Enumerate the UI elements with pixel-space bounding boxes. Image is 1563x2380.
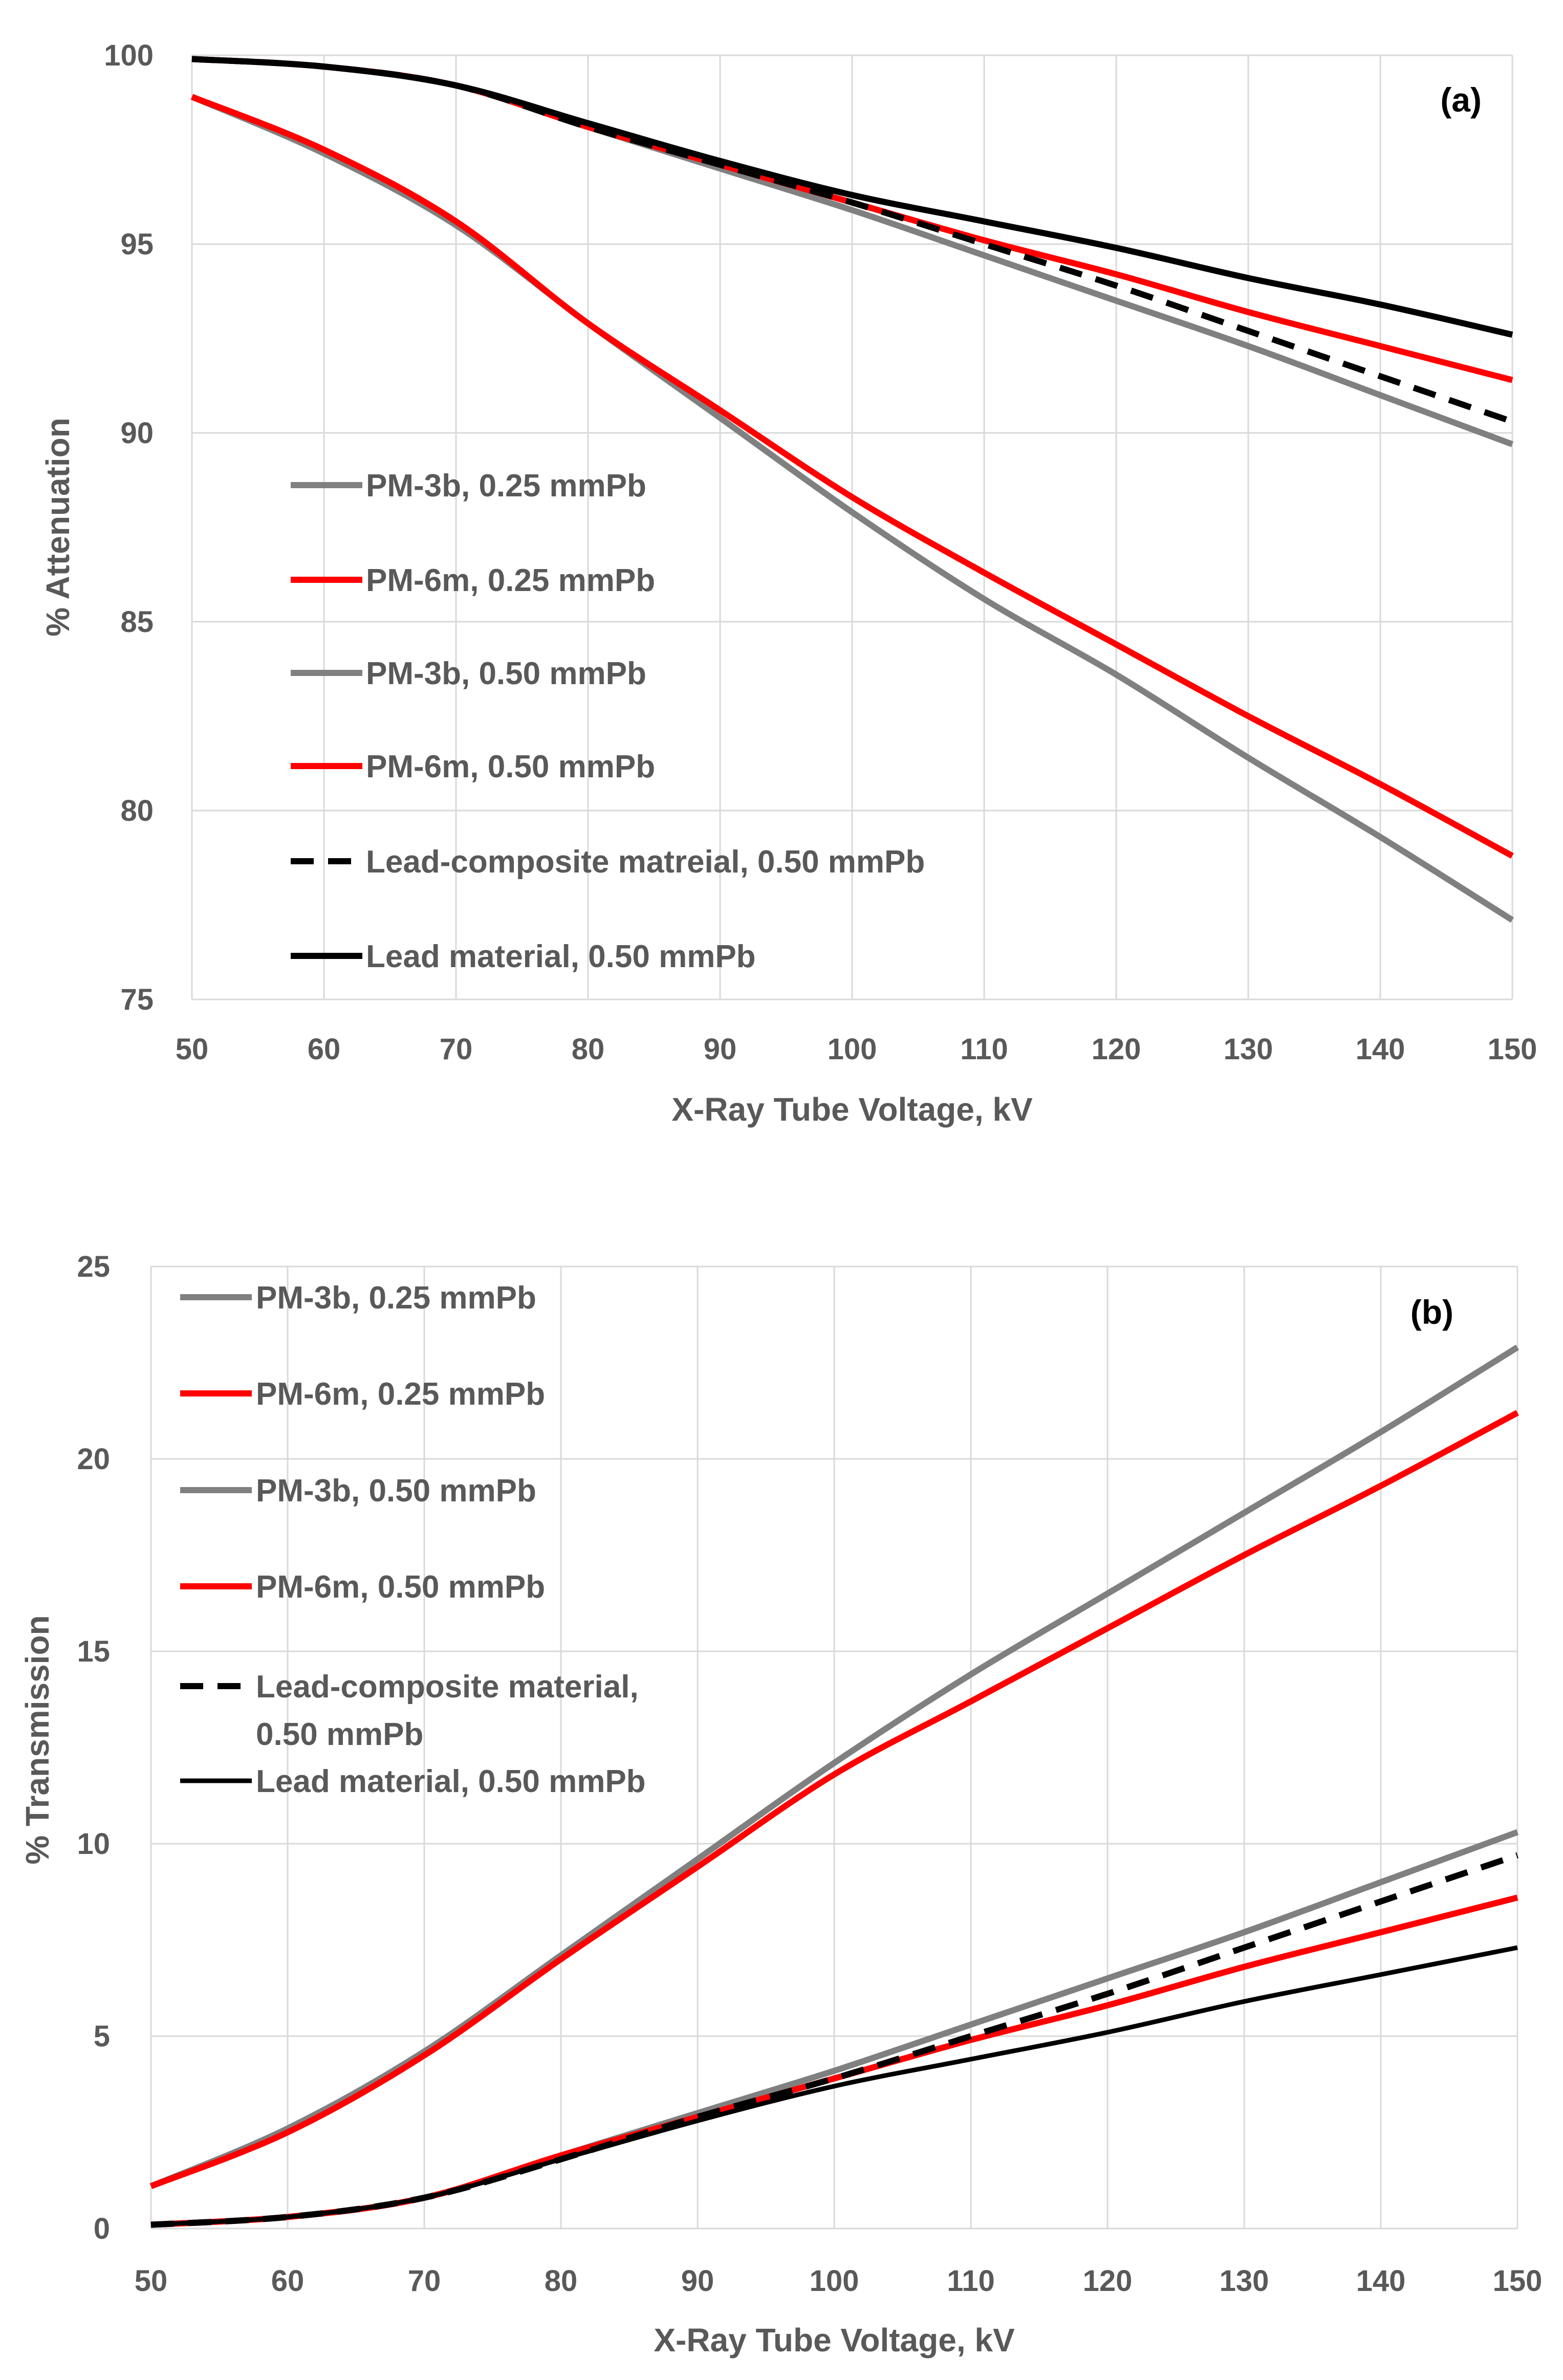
panel-b-legend-label: 0.50 mmPb (256, 1717, 423, 1752)
panel-a-series-lead-composite (191, 56, 1513, 425)
panel-a-xtick-label: 50 (176, 1033, 209, 1066)
panel-b-gridlines (150, 1265, 1518, 2230)
panel-b-y-ticks: 25 20 15 10 5 0 (77, 1250, 110, 2245)
panel-a-series-pm3b-025 (190, 94, 1514, 923)
panel-b-ytick-label: 15 (77, 1635, 110, 1668)
panel-b-series-pm3b-025 (149, 1344, 1519, 2189)
panel-a-xtick-label: 70 (440, 1033, 473, 1066)
panel-b-xtick-label: 70 (408, 2264, 441, 2298)
panel-a-legend-label: Lead material, 0.50 mmPb (366, 939, 756, 974)
panel-b-legend-label: PM-6m, 0.50 mmPb (256, 1569, 545, 1605)
panel-b-x-ticks: 50 60 70 80 90 100 110 120 130 140 150 (135, 2264, 1543, 2298)
panel-a-ytick-label: 80 (120, 794, 154, 827)
panel-a-legend-label: PM-3b, 0.50 mmPb (366, 656, 646, 691)
panel-a-x-ticks: 50 60 70 80 90 100 110 120 130 140 150 (176, 1033, 1537, 1066)
panel-a: 100 95 90 85 80 75 50 60 70 80 90 100 11… (39, 39, 1537, 1128)
panel-a-xtick-label: 150 (1488, 1033, 1537, 1066)
panel-b-xtick-label: 60 (271, 2264, 305, 2298)
panel-a-xtick-label: 140 (1356, 1033, 1405, 1066)
panel-a-legend-label: PM-6m, 0.25 mmPb (366, 563, 655, 598)
panel-a-ytick-label: 75 (120, 983, 154, 1016)
panel-b-ytick-label: 5 (94, 2020, 110, 2053)
panel-b-ytick-label: 0 (94, 2212, 110, 2245)
panel-b-xtick-label: 80 (545, 2264, 578, 2298)
panel-a-ytick-label: 85 (120, 605, 154, 639)
panel-b-xtick-label: 100 (810, 2264, 859, 2298)
panel-b-xtick-label: 50 (135, 2264, 168, 2298)
panel-a-ytick-label: 95 (120, 228, 154, 261)
panel-b-legend-label: PM-3b, 0.50 mmPb (256, 1473, 536, 1509)
panel-a-series-pm6m-025 (190, 94, 1514, 859)
panel-a-legend-label: PM-3b, 0.25 mmPb (366, 468, 646, 504)
panel-b-xtick-label: 90 (681, 2264, 714, 2298)
panel-b-legend-label: PM-6m, 0.25 mmPb (256, 1377, 545, 1412)
panel-a-ytick-label: 100 (104, 39, 154, 72)
panel-a-xtick-label: 90 (704, 1033, 737, 1066)
panel-b-series-pm6m-025 (149, 1410, 1519, 2189)
panel-b-legend-label: Lead-composite material, (256, 1669, 639, 1705)
panel-b-xtick-label: 120 (1083, 2264, 1133, 2298)
panel-a-xtick-label: 120 (1092, 1033, 1141, 1066)
panel-b: 25 20 15 10 5 0 50 60 70 80 90 100 110 1… (19, 1250, 1542, 2359)
panel-b-xtick-label: 150 (1493, 2264, 1543, 2298)
panel-b-legend-label: PM-3b, 0.25 mmPb (256, 1280, 536, 1316)
panel-b-xtick-label: 110 (947, 2264, 995, 2298)
panel-a-legend-label: PM-6m, 0.50 mmPb (366, 749, 655, 784)
panel-a-xtick-label: 110 (960, 1033, 1008, 1066)
panel-b-legend: PM-3b, 0.25 mmPb PM-6m, 0.25 mmPb PM-3b,… (180, 1280, 646, 1799)
panel-b-series-lead (150, 1945, 1518, 2227)
panel-b-label: (b) (1410, 1293, 1453, 1331)
panel-b-x-axis-title: X-Ray Tube Voltage, kV (654, 2322, 1015, 2359)
panel-a-xtick-label: 60 (308, 1033, 341, 1066)
panel-a-xtick-label: 100 (828, 1033, 877, 1066)
panel-b-ytick-label: 10 (77, 1827, 110, 1861)
panel-a-xtick-label: 80 (572, 1033, 605, 1066)
panel-a-x-axis-title: X-Ray Tube Voltage, kV (671, 1091, 1033, 1128)
panel-b-ytick-label: 25 (77, 1250, 110, 1283)
panel-a-legend: PM-3b, 0.25 mmPb PM-6m, 0.25 mmPb PM-3b,… (291, 468, 925, 974)
panel-b-xtick-label: 130 (1220, 2264, 1269, 2298)
panel-a-label: (a) (1440, 81, 1482, 119)
panel-a-series-lead (191, 56, 1513, 338)
panel-b-y-axis-title: % Transmission (19, 1615, 56, 1864)
panel-a-y-ticks: 100 95 90 85 80 75 (104, 39, 154, 1016)
panel-a-y-axis-title: % Attenuation (39, 418, 76, 637)
panel-b-legend-label: Lead material, 0.50 mmPb (256, 1764, 646, 1799)
panel-b-xtick-label: 140 (1356, 2264, 1406, 2298)
panel-a-xtick-label: 130 (1224, 1033, 1273, 1066)
panel-a-legend-label: Lead-composite matreial, 0.50 mmPb (366, 844, 925, 880)
panel-b-ytick-label: 20 (77, 1443, 110, 1476)
panel-a-ytick-label: 90 (120, 417, 154, 450)
